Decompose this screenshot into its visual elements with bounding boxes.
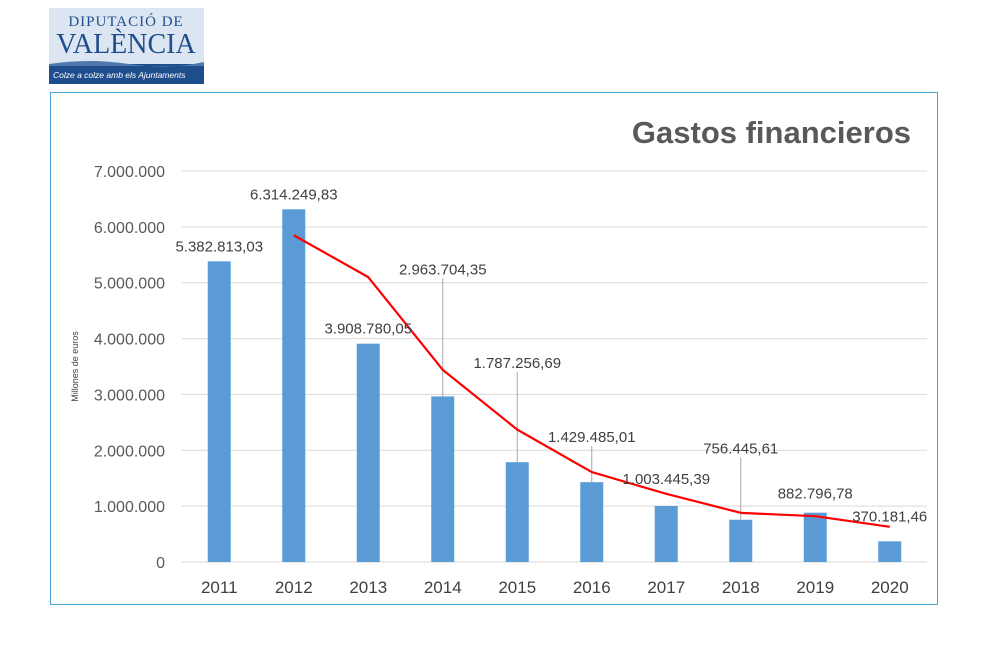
x-tick-label: 2019 (796, 578, 834, 597)
bar-2011 (207, 261, 231, 562)
data-label-2020: 370.181,46 (852, 508, 927, 525)
chart-frame: 0 1.000.000 2.000.000 3.000.000 4.000.000 5.0… (50, 92, 938, 605)
bar-2016 (580, 482, 604, 562)
data-label-2015: 1.787.256,69 (473, 355, 561, 372)
y-tick-label: 6.000.000 (94, 220, 165, 237)
y-tick-label: 1.000.000 (94, 499, 165, 516)
bar-2017 (654, 505, 678, 562)
chart-title: Gastos financieros (631, 115, 911, 150)
y-tick-label: 0 (156, 555, 165, 572)
y-tick-label: 3.000.000 (94, 387, 165, 404)
bar-2012 (282, 209, 306, 562)
data-labels: 5.382.813,03 6.314.249,83 3.908.780,05 2.96… (175, 186, 927, 525)
x-tick-label: 2012 (275, 578, 313, 597)
data-label-2011: 5.382.813,03 (175, 238, 263, 255)
data-label-2019: 882.796,78 (778, 486, 853, 503)
chart: 0 1.000.000 2.000.000 3.000.000 4.000.000 5.0… (70, 164, 927, 597)
y-tick-label: 5.000.000 (94, 276, 165, 293)
x-tick-label: 2016 (573, 578, 611, 597)
y-tick-label: 4.000.000 (94, 332, 165, 349)
bar-2014 (431, 396, 455, 562)
x-tick-label: 2018 (722, 578, 760, 597)
data-label-2016: 1.429.485,01 (548, 429, 636, 446)
x-tick-label: 2015 (498, 578, 536, 597)
x-tick-label: 2011 (201, 578, 238, 597)
bar-series (207, 209, 902, 562)
x-tick-label: 2017 (647, 578, 685, 597)
y-axis: 0 1.000.000 2.000.000 3.000.000 4.000.000 5.0… (94, 164, 165, 572)
data-label-2014: 2.963.704,35 (399, 261, 487, 278)
y-tick-label: 7.000.000 (94, 164, 165, 181)
logo-graphic: DIPUTACIÓ DE VALÈNCIA Colze a colze amb … (49, 8, 204, 84)
logo-line1: DIPUTACIÓ DE (68, 13, 183, 30)
gridlines (182, 170, 927, 563)
data-label-2018: 756.445,61 (703, 441, 778, 458)
x-axis: 2011 2012 2013 2014 2015 2016 2017 2018 2019 2020 (201, 578, 909, 597)
label-leaders (442, 278, 742, 520)
logo-tagline: Colze a colze amb els Ajuntaments (53, 70, 186, 80)
x-tick-label: 2020 (871, 578, 909, 597)
data-label-2012: 6.314.249,83 (250, 186, 338, 203)
trend-line (293, 234, 890, 528)
x-tick-label: 2013 (349, 578, 387, 597)
bar-2013 (356, 343, 380, 562)
logo-line2: VALÈNCIA (56, 29, 196, 60)
y-tick-label: 2.000.000 (94, 443, 165, 460)
logo: DIPUTACIÓ DE VALÈNCIA Colze a colze amb … (49, 8, 204, 84)
bar-2018 (729, 519, 753, 562)
data-label-2017: 1.003.445,39 (622, 471, 710, 488)
y-axis-title: Millones de euros (70, 331, 80, 402)
bar-2020 (878, 541, 902, 562)
trend-line-series (293, 234, 890, 528)
x-tick-label: 2014 (424, 578, 462, 597)
bar-2015 (505, 462, 529, 562)
data-label-2013: 3.908.780,05 (324, 321, 412, 338)
bar-2019 (803, 512, 827, 562)
